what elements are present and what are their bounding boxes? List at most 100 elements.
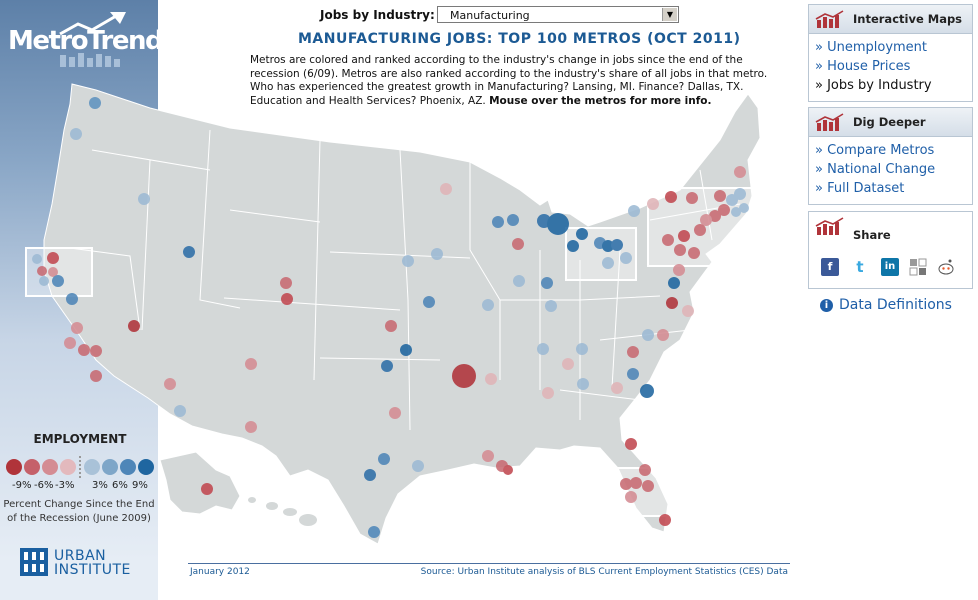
delicious-icon[interactable] [909, 258, 927, 276]
metro-dot[interactable] [686, 192, 698, 204]
metro-dot[interactable] [577, 378, 589, 390]
metro-dot[interactable] [39, 276, 49, 286]
metro-dot[interactable] [739, 203, 749, 213]
metro-dot[interactable] [576, 343, 588, 355]
metro-dot[interactable] [611, 239, 623, 251]
metro-dot[interactable] [642, 329, 654, 341]
metro-dot[interactable] [280, 277, 292, 289]
metro-dot[interactable] [90, 370, 102, 382]
metro-dot[interactable] [639, 464, 651, 476]
metro-dot[interactable] [678, 230, 690, 242]
metro-dot[interactable] [640, 384, 654, 398]
metro-dot[interactable] [378, 453, 390, 465]
metro-dot[interactable] [714, 190, 726, 202]
metro-dot[interactable] [492, 216, 504, 228]
linkedin-icon[interactable]: in [881, 258, 899, 276]
metro-dot[interactable] [440, 183, 452, 195]
metro-dot[interactable] [423, 296, 435, 308]
metro-dot[interactable] [545, 300, 557, 312]
metro-dot[interactable] [642, 480, 654, 492]
link-label[interactable]: Compare Metros [827, 143, 935, 158]
metro-dot[interactable] [620, 478, 632, 490]
metro-dot[interactable] [32, 254, 42, 264]
metro-dot[interactable] [627, 346, 639, 358]
metro-dot[interactable] [368, 526, 380, 538]
metro-dot[interactable] [662, 234, 674, 246]
link-label[interactable]: Unemployment [827, 40, 928, 55]
metro-dot[interactable] [245, 358, 257, 370]
metro-dot[interactable] [503, 465, 513, 475]
metro-dot[interactable] [734, 166, 746, 178]
metro-dot[interactable] [682, 305, 694, 317]
metro-dot[interactable] [709, 210, 721, 222]
metro-dot[interactable] [201, 483, 213, 495]
metro-dot[interactable] [628, 205, 640, 217]
metro-dot[interactable] [673, 264, 685, 276]
metro-dot[interactable] [688, 247, 700, 259]
metro-dot[interactable] [364, 469, 376, 481]
inset-frame-south-florida[interactable] [609, 467, 671, 517]
metro-dot[interactable] [620, 252, 632, 264]
link-compare-metros[interactable]: » Compare Metros [815, 143, 935, 158]
metro-dot[interactable] [37, 266, 47, 276]
reddit-icon[interactable] [937, 258, 955, 276]
metro-dot[interactable] [402, 255, 414, 267]
data-definitions-label[interactable]: Data Definitions [839, 297, 952, 313]
metro-dot[interactable] [412, 460, 424, 472]
metro-dot[interactable] [164, 378, 176, 390]
metro-dot[interactable] [47, 252, 59, 264]
metro-dot[interactable] [602, 240, 614, 252]
metro-dot[interactable] [90, 345, 102, 357]
metro-dot[interactable] [657, 329, 669, 341]
metro-dot[interactable] [567, 240, 579, 252]
metro-dot[interactable] [64, 337, 76, 349]
metro-dot[interactable] [71, 322, 83, 334]
metro-dot[interactable] [482, 299, 494, 311]
industry-dropdown[interactable]: Manufacturing ▼ [437, 6, 679, 23]
data-definitions-link[interactable]: i Data Definitions [820, 297, 952, 313]
metro-dot[interactable] [541, 277, 553, 289]
metro-dot[interactable] [718, 204, 730, 216]
metro-dot[interactable] [128, 320, 140, 332]
metro-dot[interactable] [70, 128, 82, 140]
metro-dot[interactable] [668, 277, 680, 289]
metro-dot[interactable] [400, 344, 412, 356]
metro-dot[interactable] [452, 364, 476, 388]
metro-dot[interactable] [385, 320, 397, 332]
metro-dot[interactable] [52, 275, 64, 287]
metro-dot[interactable] [602, 257, 614, 269]
link-house-prices[interactable]: » House Prices [815, 59, 911, 74]
chevron-down-icon[interactable]: ▼ [662, 8, 677, 21]
metro-dot[interactable] [659, 514, 671, 526]
metro-dot[interactable] [694, 224, 706, 236]
metro-dot[interactable] [174, 405, 186, 417]
metro-dot[interactable] [482, 450, 494, 462]
metro-dot[interactable] [611, 382, 623, 394]
metro-dot[interactable] [666, 297, 678, 309]
metro-dot[interactable] [734, 188, 746, 200]
twitter-icon[interactable]: t [851, 258, 869, 276]
metro-dot[interactable] [381, 360, 393, 372]
link-jobs-by-industry[interactable]: » Jobs by Industry [815, 78, 932, 93]
metro-dot[interactable] [562, 358, 574, 370]
metro-dot[interactable] [66, 293, 78, 305]
metro-dot[interactable] [48, 267, 58, 277]
link-national-change[interactable]: » National Change [815, 162, 936, 177]
metro-dot[interactable] [485, 373, 497, 385]
metro-dot[interactable] [542, 387, 554, 399]
metro-markers[interactable] [32, 97, 749, 538]
urban-institute-logo[interactable]: URBAN INSTITUTE [20, 548, 150, 578]
metro-dot[interactable] [731, 207, 741, 217]
facebook-icon[interactable]: f [821, 258, 839, 276]
metro-dot[interactable] [512, 238, 524, 250]
link-label[interactable]: Full Dataset [827, 181, 905, 196]
metro-dot[interactable] [138, 193, 150, 205]
link-label[interactable]: House Prices [827, 59, 911, 74]
metro-dot[interactable] [245, 421, 257, 433]
link-unemployment[interactable]: » Unemployment [815, 40, 928, 55]
metro-dot[interactable] [576, 228, 588, 240]
metro-dot[interactable] [183, 246, 195, 258]
metro-dot[interactable] [700, 214, 712, 226]
metro-dot[interactable] [665, 191, 677, 203]
